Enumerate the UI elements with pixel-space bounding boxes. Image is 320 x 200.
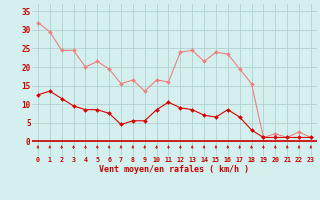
- X-axis label: Vent moyen/en rafales ( km/h ): Vent moyen/en rafales ( km/h ): [100, 165, 249, 174]
